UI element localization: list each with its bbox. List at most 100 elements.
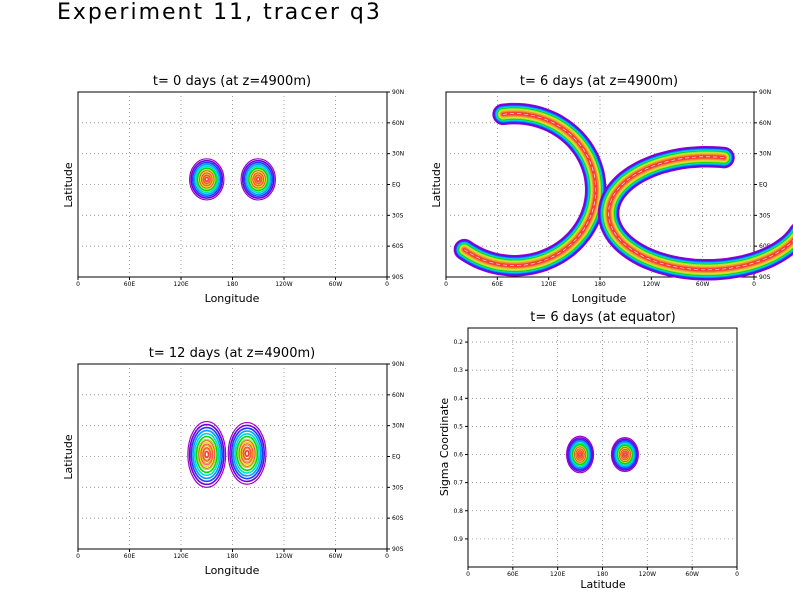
contour-level xyxy=(204,450,210,459)
contour-level xyxy=(193,432,220,477)
x-tick-label: 60W xyxy=(329,281,343,288)
contour-level xyxy=(204,176,209,182)
contour-level xyxy=(230,427,264,480)
contour-level xyxy=(202,174,211,184)
y-axis-label: Latitude xyxy=(62,434,75,480)
y-tick-label: 30N xyxy=(759,151,771,158)
contour-level xyxy=(620,448,630,461)
x-tick-label: 180 xyxy=(227,553,239,560)
contour-level xyxy=(256,176,261,182)
x-tick-label: 60W xyxy=(696,281,710,288)
contour-level xyxy=(614,441,636,468)
x-axis-label: Latitude xyxy=(580,578,626,591)
contour-level xyxy=(575,448,585,461)
y-tick-label: 90S xyxy=(392,546,404,553)
contour-level xyxy=(621,450,629,459)
y-tick-label: 0.8 xyxy=(453,508,463,515)
contour-level xyxy=(569,440,591,469)
x-tick-label: 60E xyxy=(507,571,519,578)
contour-level xyxy=(242,446,252,461)
contour-level xyxy=(244,163,272,196)
x-tick-label: 60E xyxy=(124,553,136,560)
contour-level xyxy=(241,159,275,199)
contour-level xyxy=(234,432,260,474)
y-tick-label: 60N xyxy=(392,392,404,399)
y-tick-label: 60N xyxy=(759,120,771,127)
contour-level xyxy=(616,444,634,465)
x-tick-label: 0 xyxy=(76,281,80,288)
contour-patch-west xyxy=(187,420,227,488)
x-tick-label: 120E xyxy=(173,281,188,288)
contour-level xyxy=(619,447,631,462)
contour-level xyxy=(199,170,215,189)
x-tick-label: 60W xyxy=(329,553,343,560)
contour-level xyxy=(188,423,225,486)
contour-level xyxy=(193,163,221,196)
y-tick-label: 60S xyxy=(392,243,404,250)
contour-level xyxy=(242,447,252,460)
x-tick-label: 60E xyxy=(492,281,504,288)
contour-level xyxy=(190,159,224,199)
y-tick-label: 30S xyxy=(759,212,771,219)
x-tick-label: 120W xyxy=(275,553,292,560)
contour-level xyxy=(566,435,595,474)
contour-patch-east xyxy=(240,158,277,201)
x-tick-label: 60W xyxy=(685,571,699,578)
contour-level xyxy=(237,438,257,469)
contour-level xyxy=(613,439,637,470)
contour-level xyxy=(199,171,214,188)
x-tick-label: 60E xyxy=(124,281,136,288)
y-tick-label: 0.9 xyxy=(453,536,463,543)
contour-level xyxy=(620,449,630,460)
y-axis-label: Sigma Coordinate xyxy=(438,398,451,497)
contour-level xyxy=(240,158,277,201)
contour-level xyxy=(574,447,586,462)
panel-title: t= 6 days (at equator) xyxy=(530,310,676,325)
contour-level xyxy=(202,174,211,185)
contour-level xyxy=(188,158,225,201)
panel-title: t= 6 days (at z=4900m) xyxy=(520,74,678,89)
contour-level xyxy=(195,165,219,194)
contour-level xyxy=(251,171,266,188)
y-tick-label: 0.6 xyxy=(453,452,463,459)
contour-level xyxy=(618,446,632,463)
x-tick-label: 0 xyxy=(444,281,448,288)
contour-level xyxy=(199,441,215,468)
plot-area: 0 60E 120E 180 120W 60W 0 0.2 0.3 0.4 0.5 0.6 0.7 0.8… xyxy=(453,328,739,578)
contour-level xyxy=(190,426,224,483)
contour-level xyxy=(198,169,216,190)
y-tick-label: EQ xyxy=(392,454,401,461)
contour-core xyxy=(608,156,793,271)
contour-level xyxy=(570,442,590,467)
y-tick-label: 30N xyxy=(392,151,404,158)
contour-level xyxy=(615,442,635,467)
contour-level xyxy=(229,424,266,483)
y-tick-label: 90S xyxy=(759,274,771,281)
contour-level xyxy=(248,167,269,192)
plot-area: 0 60E 120E 180 120W 60W 0 90N 60N 30N EQ 30S 60S 90S xyxy=(76,361,404,560)
contour-level xyxy=(574,446,587,463)
x-tick-label: 180 xyxy=(227,281,239,288)
x-tick-label: 0 xyxy=(385,553,389,560)
figure-title: Experiment 11, tracer q3 xyxy=(57,0,382,25)
contour-level xyxy=(195,435,218,474)
contour-level xyxy=(611,438,638,471)
contour-level xyxy=(246,165,270,194)
contour-level xyxy=(623,452,627,457)
contour-level xyxy=(252,172,264,186)
x-tick-label: 0 xyxy=(752,281,756,288)
contour-level xyxy=(201,172,213,186)
contour-patch-east xyxy=(610,437,639,473)
x-axis-label: Longitude xyxy=(572,292,627,305)
x-tick-label: 120E xyxy=(550,571,565,578)
contour-level xyxy=(241,444,254,463)
contour-level xyxy=(618,447,631,463)
y-tick-label: 60S xyxy=(392,515,404,522)
contour-level xyxy=(196,167,217,192)
y-tick-label: 30N xyxy=(392,423,404,430)
x-axis-label: Longitude xyxy=(205,564,260,577)
contour-level xyxy=(567,437,594,472)
x-tick-label: 180 xyxy=(597,571,609,578)
contour-level xyxy=(235,435,259,472)
